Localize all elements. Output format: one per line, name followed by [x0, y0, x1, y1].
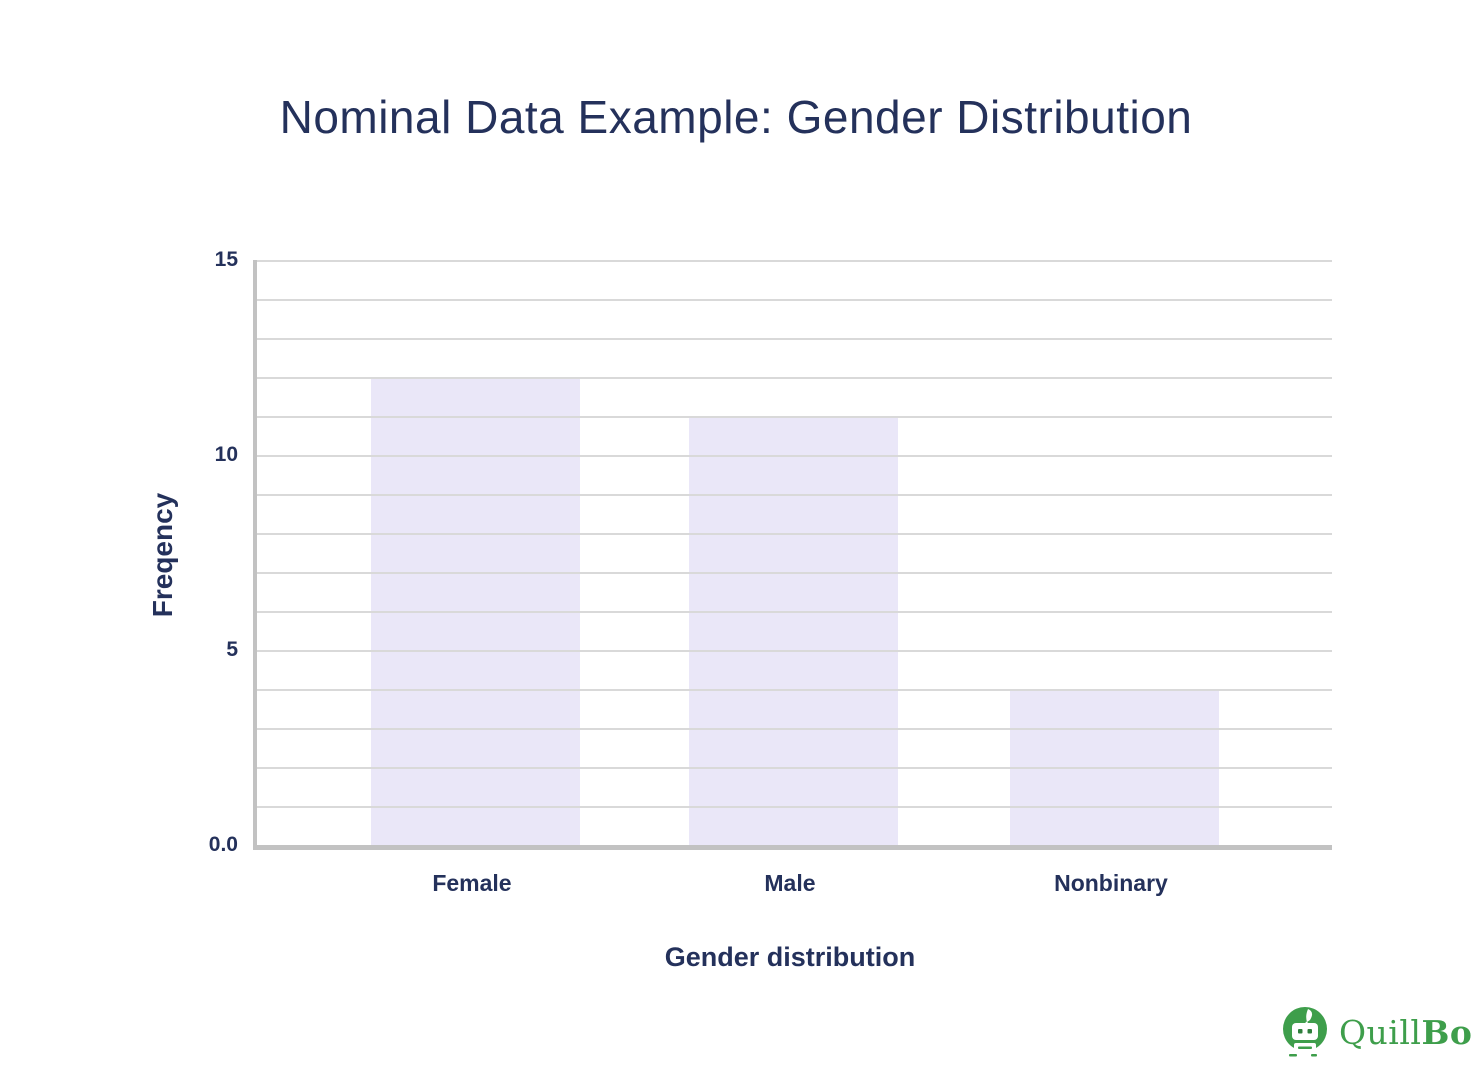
bar-male	[689, 416, 899, 845]
wordmark-bot: Bot	[1421, 1012, 1472, 1052]
x-category-label-female: Female	[432, 870, 512, 896]
x-axis-label: Gender distribution	[664, 942, 916, 972]
quillbot-logo: QuillBot	[1281, 1006, 1472, 1058]
y-tick-label: 10	[214, 443, 238, 466]
bars-group	[257, 260, 1332, 845]
plot-area	[253, 260, 1332, 850]
y-tick-label: 0.0	[208, 833, 238, 856]
quillbot-robot-icon	[1283, 1007, 1327, 1057]
x-category-label-nonbinary: Nonbinary	[1054, 870, 1168, 896]
x-category-label-male: Male	[764, 870, 816, 896]
y-axis-label: Freqency	[147, 492, 178, 618]
bar-nonbinary	[1010, 689, 1220, 845]
wordmark-quill: Quill	[1339, 1012, 1422, 1052]
bar-female	[371, 377, 581, 845]
quillbot-wordmark: QuillBot	[1339, 1016, 1472, 1049]
y-tick-label: 5	[226, 638, 238, 661]
y-tick-label: 15	[214, 248, 238, 271]
chart-title: Nominal Data Example: Gender Distributio…	[279, 91, 1193, 143]
